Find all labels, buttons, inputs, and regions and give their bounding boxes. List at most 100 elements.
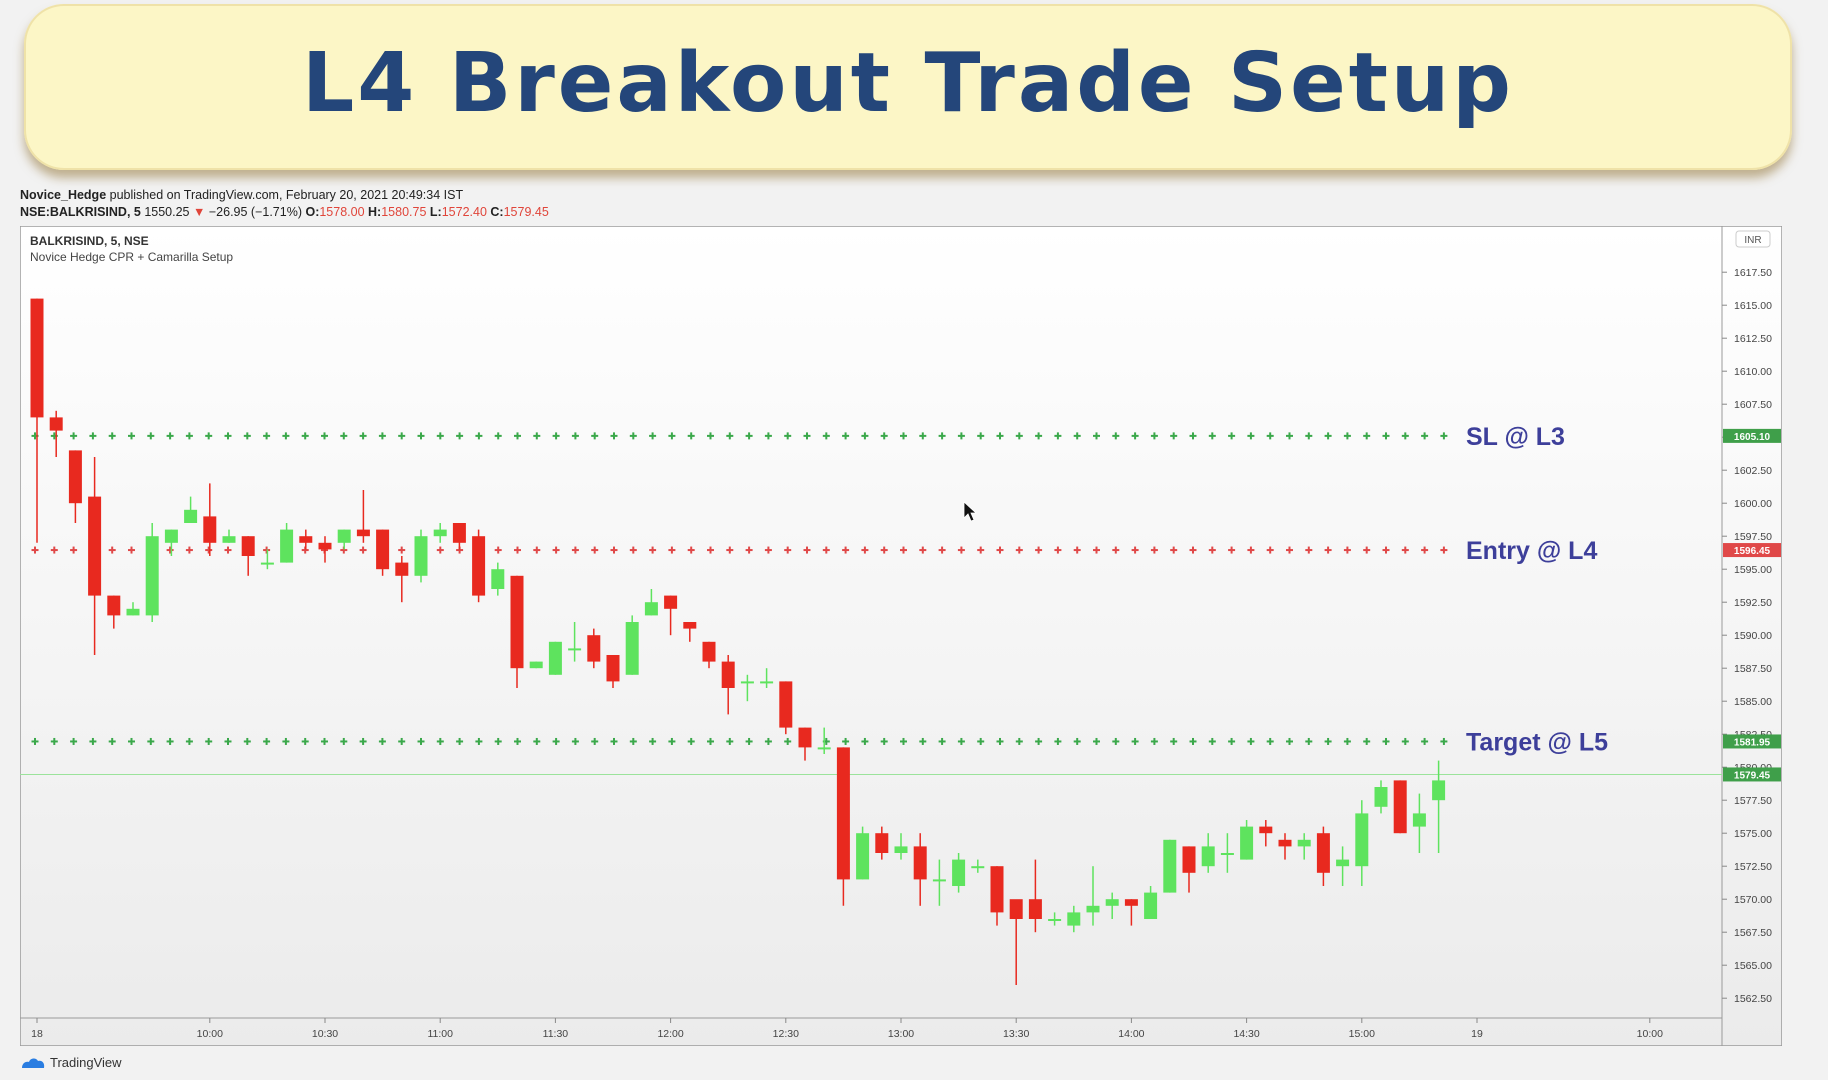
candle-body (318, 542, 332, 550)
candle-body (299, 536, 313, 543)
y-tick-label: 1565.00 (1734, 960, 1772, 972)
y-tick-label: 1577.50 (1734, 795, 1772, 807)
high-value: 1580.75 (381, 205, 427, 219)
price-tag (1723, 428, 1781, 443)
candle-body (1028, 899, 1042, 919)
down-candle (836, 747, 850, 906)
tradingview-logo[interactable]: TradingView (20, 1055, 122, 1070)
up-candle (1412, 793, 1426, 853)
author-name[interactable]: Novice_Hedge (20, 188, 107, 202)
down-candle (702, 641, 716, 669)
down-candle (452, 523, 466, 550)
y-tick-label: 1575.00 (1734, 828, 1772, 840)
candle-body (894, 846, 908, 853)
candle-body (1124, 899, 1138, 906)
price-tag-label: 1579.45 (1734, 770, 1771, 781)
down-candle (1316, 826, 1330, 886)
y-tick-label: 1572.50 (1734, 861, 1772, 873)
down-candle (88, 457, 102, 655)
level-line (31, 432, 1448, 440)
candle-body (644, 602, 658, 616)
up-candle (433, 523, 447, 543)
candle-body (625, 622, 639, 675)
down-candle (241, 536, 255, 576)
candle-body (49, 417, 63, 431)
up-candle (1105, 892, 1119, 919)
down-candle (299, 529, 313, 550)
down-candle (1009, 899, 1023, 985)
low-label: L: (429, 205, 442, 219)
price-tag-label: 1581.95 (1734, 737, 1771, 748)
up-candle (1067, 905, 1081, 933)
up-candle (184, 496, 198, 523)
candle-body (1240, 826, 1254, 860)
currency-label: INR (1744, 235, 1761, 246)
candle-body (337, 529, 351, 543)
candle-body (1009, 899, 1023, 919)
candles (30, 298, 1446, 985)
down-candle (875, 826, 889, 860)
price-tag-label: 1596.45 (1734, 546, 1771, 557)
y-tick-label: 1607.50 (1734, 399, 1772, 411)
candlestick-chart[interactable]: BALKRISIND, 5, NSE Novice Hedge CPR + Ca… (19, 225, 1783, 1047)
candle-body (529, 661, 543, 669)
up-candle (1048, 912, 1062, 926)
up-candle (1220, 833, 1234, 873)
down-candle (779, 681, 793, 735)
level-annotation: Entry @ L4 (1466, 537, 1597, 565)
candle-body (376, 529, 390, 570)
up-candle (1297, 833, 1311, 860)
y-tick-label: 1600.00 (1734, 498, 1772, 510)
x-tick-label: 14:00 (1118, 1028, 1144, 1040)
candle-body (107, 595, 121, 616)
open-value: 1578.00 (319, 205, 365, 219)
candle-body (1278, 839, 1292, 847)
x-tick-label: 10:30 (312, 1028, 338, 1040)
up-candle (894, 833, 908, 860)
down-candle (203, 483, 217, 556)
last-price: 1550.25 (144, 205, 190, 219)
candle-body (1336, 859, 1350, 867)
candle-body (798, 727, 812, 748)
x-tick-label: 13:00 (888, 1028, 914, 1040)
candle-body (1220, 853, 1234, 855)
candle-body (836, 747, 850, 880)
candle-body (203, 516, 217, 543)
down-candle (587, 628, 601, 669)
candle-body (1163, 839, 1177, 893)
level-annotation: SL @ L3 (1466, 423, 1565, 451)
candle-body (184, 509, 198, 523)
down-candle (30, 298, 44, 543)
down-candle (376, 529, 390, 576)
down-candle (1124, 899, 1138, 926)
up-candle (568, 622, 582, 662)
y-tick-label: 1585.00 (1734, 696, 1772, 708)
level-annotation: Target @ L5 (1466, 728, 1608, 756)
up-candle (280, 523, 294, 563)
candle-body (356, 529, 370, 537)
y-tick-label: 1587.50 (1734, 663, 1772, 675)
y-tick-label: 1615.00 (1734, 300, 1772, 312)
candle-body (510, 575, 524, 669)
chart-container[interactable]: BALKRISIND, 5, NSE Novice Hedge CPR + Ca… (19, 225, 1783, 1047)
y-tick-label: 1592.50 (1734, 597, 1772, 609)
candle-body (1374, 787, 1388, 807)
up-candle (971, 859, 985, 873)
candle-body (1393, 780, 1407, 834)
candle-body (472, 536, 486, 596)
candle-body (395, 562, 409, 576)
up-candle (548, 641, 562, 675)
candle-body (587, 635, 601, 662)
up-candle (126, 602, 140, 616)
candle-body (1105, 899, 1119, 906)
x-axis: 18 10:00 10:30 11:00 11:30 12:00 12:30 13:00 13:… (31, 1018, 1663, 1040)
close-label: C: (490, 205, 504, 219)
candle-body (817, 747, 831, 750)
candle-body (779, 681, 793, 728)
up-candle (1163, 839, 1177, 893)
candle-body (1086, 905, 1100, 913)
up-candle (1374, 780, 1388, 814)
candle-body (664, 595, 678, 609)
down-candle (1028, 859, 1042, 933)
candle-body (702, 641, 716, 662)
